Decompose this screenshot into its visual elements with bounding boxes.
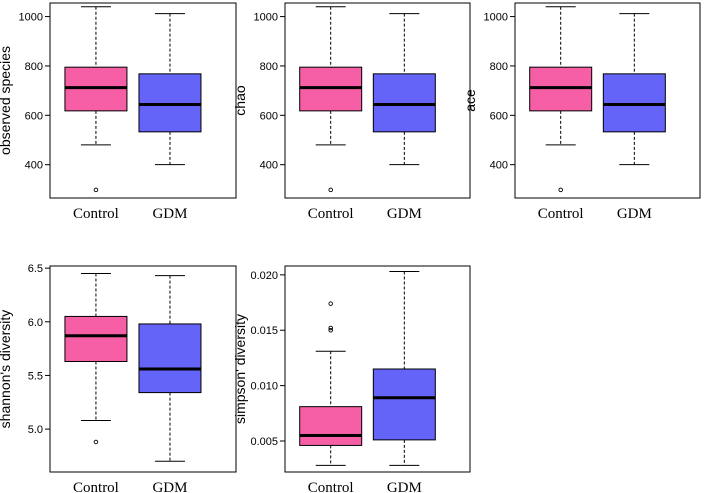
y-tick-label: 5.0: [28, 424, 43, 436]
iqr-box: [138, 73, 202, 133]
plot-frame: [49, 265, 237, 473]
plot-frame: [514, 2, 701, 199]
box-gdm: [602, 13, 666, 166]
x-category-label: Control: [73, 480, 119, 493]
y-tick-label: 6.0: [28, 317, 43, 329]
box-gdm: [372, 13, 436, 166]
chart-panel-3: 400 600 800 1000 ace Control GDM: [462, 2, 701, 222]
y-tick-label: 6.5: [28, 263, 43, 275]
chart-panel-2: 400 600 800 1000 chao Control GDM: [232, 2, 471, 222]
box-control: [529, 6, 593, 193]
outlier-point: [558, 187, 563, 193]
y-tick-label: 0.020: [250, 270, 278, 282]
y-tick-label: 1000: [484, 12, 508, 24]
x-category-label: Control: [73, 206, 119, 222]
box-gdm: [372, 271, 436, 466]
plot-frame: [49, 2, 237, 199]
y-tick-label: 0.005: [250, 436, 278, 448]
x-category-label: GDM: [387, 480, 422, 493]
y-tick-label: 600: [25, 110, 43, 122]
box-control: [64, 6, 128, 193]
x-category-label: GDM: [617, 206, 652, 222]
y-tick-label: 800: [260, 61, 278, 73]
iqr-box: [602, 73, 666, 133]
outlier-point: [328, 327, 333, 333]
iqr-box: [138, 323, 202, 394]
x-category-label: GDM: [152, 206, 187, 222]
y-tick-label: 1000: [19, 12, 43, 24]
x-category-label: Control: [538, 206, 584, 222]
y-axis-title: chao: [232, 85, 248, 116]
y-tick-label: 5.5: [28, 370, 43, 382]
box-control: [299, 6, 363, 193]
chart-panel-1: 400 600 800 1000 observed species Control GDM: [0, 2, 237, 222]
chart-panel-5: 0.005 0.010 0.015 0.020 simpson' diversity Co…: [232, 265, 471, 493]
plot-frame: [284, 265, 471, 473]
plot-frame: [284, 2, 471, 199]
outlier-point: [93, 439, 99, 445]
y-tick-label: 0.010: [250, 381, 278, 393]
y-tick-label: 600: [490, 110, 508, 122]
x-category-label: Control: [308, 206, 354, 222]
iqr-box: [372, 73, 436, 133]
x-category-label: GDM: [152, 480, 187, 493]
outlier-point: [328, 301, 333, 306]
y-tick-label: 800: [25, 61, 43, 73]
y-tick-label: 800: [490, 61, 508, 73]
y-tick-label: 1000: [254, 12, 278, 24]
x-category-label: Control: [308, 480, 354, 493]
box-gdm: [138, 13, 202, 166]
outlier-point: [328, 325, 333, 331]
outlier-point: [93, 187, 99, 193]
y-tick-label: 400: [25, 160, 43, 172]
y-tick-label: 400: [490, 160, 508, 172]
box-control: [64, 273, 128, 445]
outlier-point: [328, 187, 333, 193]
box-gdm: [138, 275, 202, 462]
iqr-box: [64, 315, 128, 362]
y-axis-title: observed species: [0, 46, 13, 155]
y-axis-title: ace: [462, 89, 478, 112]
y-tick-label: 0.015: [250, 325, 278, 337]
y-axis-title: shannon's diversity: [0, 310, 13, 429]
y-tick-label: 600: [260, 110, 278, 122]
box-control: [299, 301, 363, 466]
iqr-box: [372, 368, 436, 441]
x-category-label: GDM: [387, 206, 422, 222]
y-axis-title: simpson' diversity: [232, 314, 248, 424]
chart-panel-4: 5.0 5.5 6.0 6.5 shannon's diversity Control GD…: [0, 263, 237, 493]
y-tick-label: 400: [260, 160, 278, 172]
iqr-box: [299, 406, 363, 446]
